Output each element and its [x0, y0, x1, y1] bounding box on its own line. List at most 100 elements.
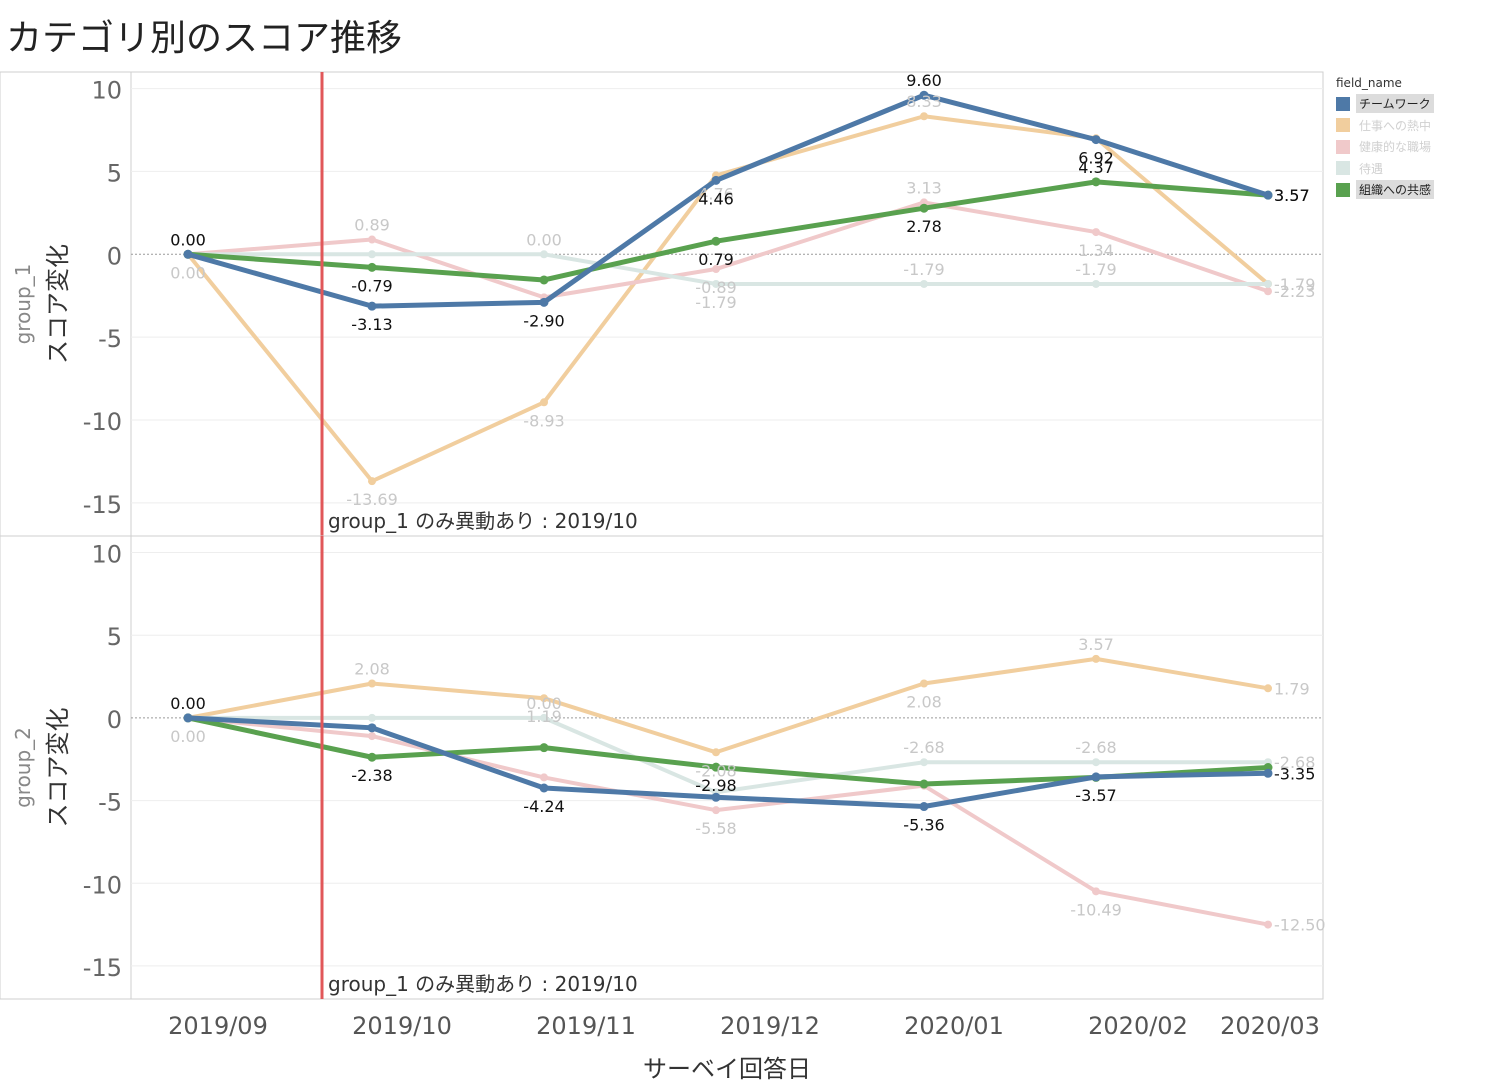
legend-label: 健康的な職場: [1359, 140, 1432, 155]
data-point: [183, 249, 193, 259]
legend-title: field_name: [1336, 76, 1402, 90]
data-label: -5.36: [903, 816, 944, 835]
data-point: [368, 679, 376, 688]
data-point: [539, 783, 549, 793]
data-label: -2.38: [351, 766, 392, 785]
legend-item[interactable]: 健康的な職場: [1336, 136, 1476, 158]
legend-swatch: [1336, 118, 1350, 133]
data-point: [539, 275, 549, 285]
data-point: [1091, 135, 1101, 145]
data-label: -1.79: [695, 293, 736, 312]
data-point: [1092, 758, 1100, 767]
data-label: 3.57: [1274, 186, 1310, 205]
data-point: [920, 758, 928, 767]
chart-title: カテゴリ別のスコア推移: [6, 18, 402, 59]
y-tick-label: -5: [98, 789, 122, 817]
legend-swatch: [1336, 161, 1350, 176]
data-label: -1.79: [1075, 260, 1116, 279]
data-label: -4.24: [523, 797, 564, 816]
data-point: [368, 235, 376, 244]
data-label: 0.00: [170, 230, 206, 249]
x-axis-title: サーベイ回答日: [643, 1055, 811, 1083]
data-point: [368, 732, 376, 741]
data-label: -2.23: [1274, 282, 1315, 301]
data-point: [712, 806, 720, 815]
data-point: [1264, 287, 1272, 296]
legend-label: チームワーク: [1356, 94, 1434, 114]
data-label: 9.60: [906, 71, 942, 90]
data-label: 3.13: [906, 178, 942, 197]
data-point: [368, 713, 376, 722]
data-point: [540, 250, 548, 259]
legend-item[interactable]: 仕事への熱中: [1336, 115, 1476, 137]
data-label: 0.00: [170, 727, 206, 746]
legend-item[interactable]: 待遇: [1336, 158, 1476, 180]
data-point: [367, 752, 377, 762]
data-label: 0.79: [698, 250, 734, 269]
data-point: [712, 279, 720, 288]
data-label: 2.08: [906, 692, 942, 711]
data-label: 0.00: [170, 230, 206, 249]
y-tick-label: 0: [107, 706, 122, 734]
legend-label: 仕事への熱中: [1359, 118, 1432, 133]
reference-line-label: group_1 のみ異動あり : 2019/10: [328, 509, 638, 533]
data-point: [1092, 228, 1100, 237]
data-point: [920, 279, 928, 288]
data-point: [1091, 177, 1101, 187]
data-label: 0.89: [354, 216, 390, 235]
data-label: -3.57: [1075, 786, 1116, 805]
y-tick-label: -5: [98, 325, 122, 353]
legend-label: 待遇: [1359, 161, 1384, 176]
x-tick-label: 2019/12: [720, 1012, 820, 1040]
x-tick-label: 2019/11: [536, 1012, 636, 1040]
data-point: [368, 250, 376, 259]
data-label: 4.37: [1078, 158, 1114, 177]
data-point: [1092, 654, 1100, 663]
data-label: -2.98: [695, 776, 736, 795]
y-tick-label: 5: [107, 159, 122, 187]
row-label: group_1: [11, 264, 35, 345]
data-point: [540, 398, 548, 407]
legend-swatch: [1336, 96, 1350, 111]
data-label: 8.33: [906, 92, 942, 111]
data-point: [1092, 279, 1100, 288]
data-label: 4.46: [698, 189, 734, 208]
data-point: [539, 743, 549, 753]
data-point: [540, 713, 548, 722]
data-point: [919, 779, 929, 789]
data-label: -3.35: [1274, 764, 1315, 783]
data-label: -1.79: [1274, 275, 1315, 294]
data-label: -2.68: [903, 738, 944, 757]
data-point: [920, 679, 928, 688]
y-tick-label: 5: [107, 623, 122, 651]
data-point: [919, 802, 929, 812]
data-label: 4.76: [698, 184, 734, 203]
data-label: 0.00: [170, 694, 206, 713]
data-label: 3.57: [1078, 635, 1114, 654]
data-point: [711, 792, 721, 802]
data-point: [540, 694, 548, 703]
data-point: [183, 713, 193, 723]
data-label: 0.00: [170, 230, 206, 249]
legend-item[interactable]: チームワーク: [1336, 93, 1476, 115]
x-tick-label: 2019/10: [352, 1012, 452, 1040]
data-label: 3.57: [1274, 186, 1310, 205]
row-label: group_2: [11, 727, 35, 808]
x-tick-label: 2020/03: [1220, 1012, 1320, 1040]
data-label: -0.89: [695, 278, 736, 297]
data-point: [1091, 772, 1101, 782]
data-point: [1263, 768, 1273, 778]
data-point: [367, 262, 377, 272]
x-tick-label: 2020/02: [1088, 1012, 1188, 1040]
data-label: 1.79: [1274, 679, 1310, 698]
y-tick-label: 10: [91, 541, 122, 569]
data-point: [711, 762, 721, 772]
data-label: -3.13: [351, 315, 392, 334]
y-tick-label: -15: [83, 491, 122, 519]
data-point: [1264, 279, 1272, 288]
legend-item[interactable]: 組織への共感: [1336, 179, 1476, 201]
data-point: [368, 477, 376, 486]
y-tick-label: 0: [107, 242, 122, 270]
data-label: 2.08: [354, 659, 390, 678]
y-axis-title: スコア変化: [44, 708, 72, 828]
